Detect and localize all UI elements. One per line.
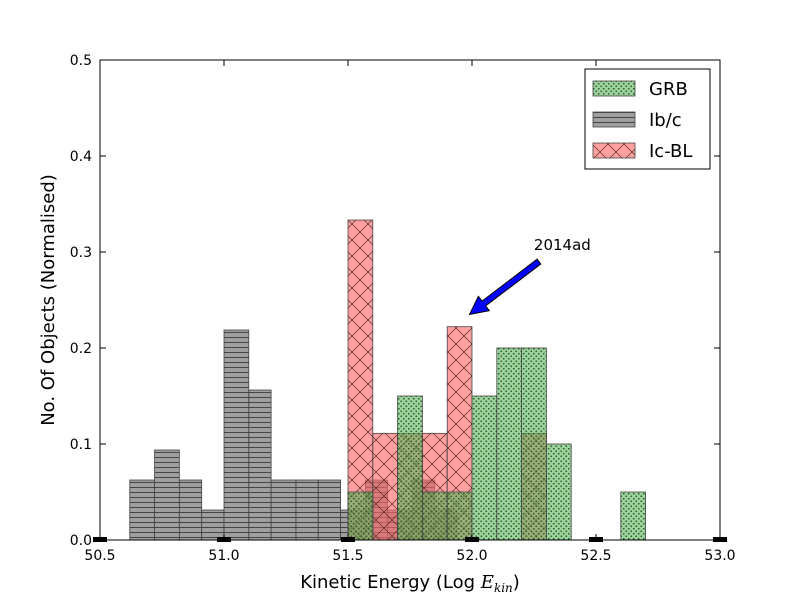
y-tick-label: 0.4	[70, 149, 92, 165]
annotation-arrow	[468, 258, 542, 316]
x-tick-block-3	[465, 537, 479, 542]
x-tick-label: 50.5	[84, 548, 115, 564]
legend: GRB Ib/c Ic-BL	[584, 68, 711, 170]
bar-icbl-0	[347, 219, 374, 541]
x-tick-block-2	[341, 537, 355, 542]
bar-grb-4	[446, 491, 473, 541]
bar-grb-7	[521, 347, 547, 541]
bar-ibc-4	[223, 329, 250, 541]
bar-ibc-8	[317, 479, 341, 541]
y-tick-label: 0.5	[70, 53, 92, 69]
x-tick-block-1	[217, 537, 231, 542]
y-axis-label: No. Of Objects (Normalised)	[38, 174, 59, 426]
annotation-2014ad: 2014ad	[468, 236, 591, 316]
bar-grb-9	[620, 491, 646, 541]
legend-swatch-ibc	[592, 111, 636, 128]
bar-ibc-0	[129, 479, 155, 541]
bar-icbl-1	[372, 432, 398, 541]
bar-grb-5	[471, 395, 498, 541]
x-tick-label: 51.5	[332, 548, 363, 564]
y-axis: 0.0 0.1 0.2 0.3 0.4 0.5	[70, 53, 720, 549]
x-tick-label: 53.0	[704, 548, 735, 564]
bar-ibc-6	[270, 479, 297, 541]
x-tick-label: 51.0	[208, 548, 239, 564]
bar-grb-6	[496, 347, 522, 541]
annotation-label: 2014ad	[534, 236, 591, 254]
x-axis-label: Kinetic Energy (Log Ekin)	[300, 572, 520, 595]
bar-ibc-1	[154, 449, 180, 541]
bar-grb-8	[546, 443, 572, 541]
x-tick-block-4	[589, 537, 603, 542]
x-axis-label-math: E	[480, 572, 494, 593]
legend-label-icbl: Ic-BL	[649, 141, 692, 162]
bar-grb-0	[347, 491, 374, 541]
y-tick-label: 0.1	[70, 437, 92, 453]
x-axis-label-text: Kinetic Energy (Log	[300, 572, 481, 593]
legend-label-grb: GRB	[649, 79, 688, 100]
bar-ibc-3	[201, 509, 225, 541]
y-tick-label: 0.0	[70, 533, 92, 549]
plot-frame	[99, 59, 721, 541]
series-grb-bars	[347, 347, 646, 541]
x-axis-label-close: )	[513, 572, 520, 593]
bar-ibc-7	[295, 479, 319, 541]
y-tick-label: 0.3	[70, 245, 92, 261]
legend-label-ibc: Ib/c	[649, 110, 682, 131]
y-tick-label: 0.2	[70, 341, 92, 357]
legend-swatch-icbl	[592, 142, 636, 159]
bar-ibc-5	[248, 389, 272, 541]
bar-grb-2	[397, 395, 423, 541]
x-tick-label: 52.5	[580, 548, 611, 564]
x-tick-label: 52.0	[456, 548, 487, 564]
bar-ibc-2	[178, 479, 203, 541]
legend-swatch-grb	[592, 80, 636, 97]
bar-grb-3	[421, 491, 448, 541]
x-axis-label-sub: kin	[494, 581, 513, 595]
